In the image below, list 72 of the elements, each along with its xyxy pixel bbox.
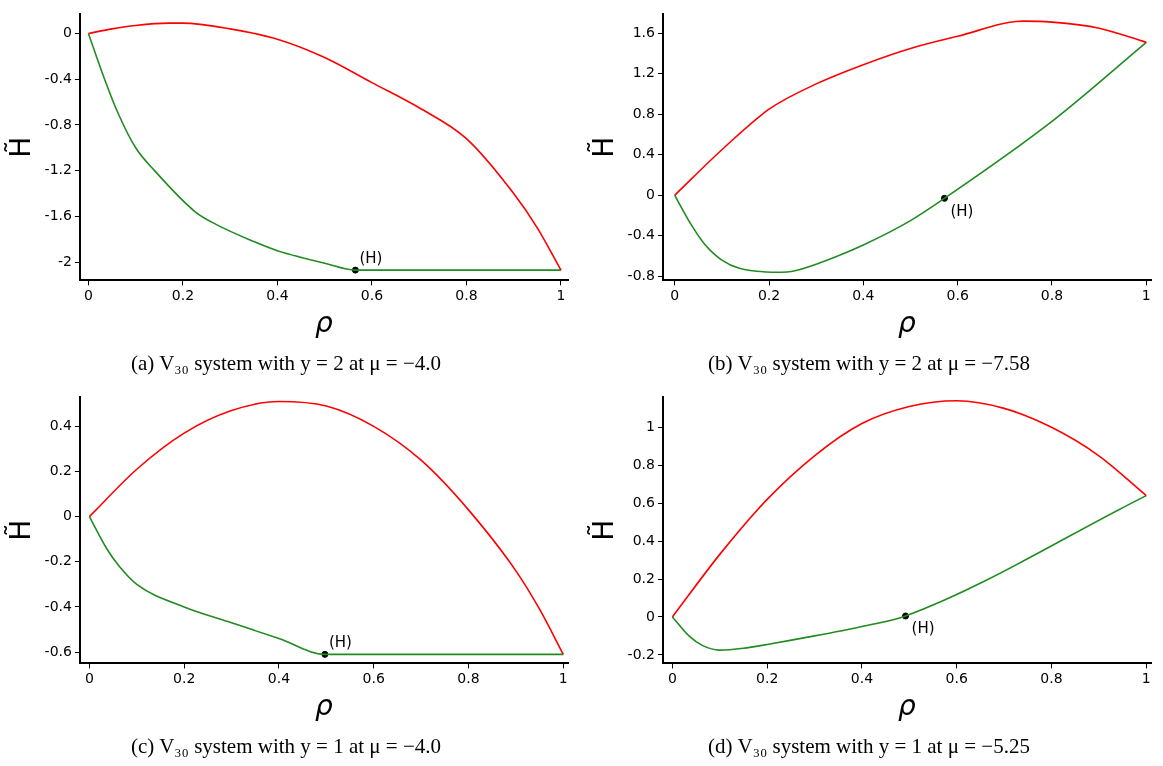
y-tick-label: 0.4: [49, 416, 73, 433]
x-tick-label: 0.6: [945, 670, 968, 687]
y-tick-label: -2: [57, 252, 72, 269]
y-tick-label: -0.4: [627, 226, 655, 243]
x-tick-label: 1: [558, 670, 568, 687]
y-tick-label: 0.2: [49, 462, 72, 479]
y-axis-title: H̃: [586, 136, 621, 158]
text: (c) V₃₀ system with y = 1 at μ = −4.0: [130, 733, 442, 758]
y-tick-label: -0.8: [44, 115, 72, 132]
y-tick-label: -0.2: [627, 645, 655, 662]
x-tick-label: 1: [1141, 287, 1151, 304]
x-tick-label: 0.6: [362, 670, 385, 687]
line-series: [88, 400, 565, 656]
x-tick-label: 0.4: [267, 670, 291, 687]
x-tick-label: 0: [667, 670, 677, 687]
x-tick-label: 0.8: [1040, 287, 1064, 304]
y-axis-title: H̃: [586, 519, 621, 541]
x-tick-label: 0.2: [171, 287, 195, 304]
y-tick-label: 0: [645, 607, 655, 624]
y-tick-label: -1.2: [44, 161, 72, 178]
x-tick-label: 0.4: [850, 670, 874, 687]
annotation: (H): [328, 632, 352, 651]
y-tick-label: 0.6: [632, 493, 656, 510]
x-tick-label: 1: [1141, 670, 1151, 687]
annotation: (H): [950, 201, 974, 220]
x-axis-title: ρ: [898, 689, 917, 723]
annotation: (H): [359, 248, 383, 267]
line-series: [673, 41, 1148, 274]
line-series: [671, 494, 1148, 651]
x-tick-label: 0.2: [173, 670, 196, 687]
y-tick-label: -0.6: [44, 642, 72, 659]
y-tick-label: 0: [62, 24, 72, 41]
y-tick-label: 1.2: [632, 64, 655, 81]
y-tick-label: 0.8: [632, 104, 655, 121]
annotation: (H): [911, 619, 935, 638]
y-tick-label: 0.4: [632, 531, 656, 548]
text: (a) V₃₀ system with y = 2 at μ = −4.0: [130, 350, 442, 375]
text: (d) V₃₀ system with y = 1 at μ = −5.25: [708, 733, 1030, 758]
y-tick-label: -0.2: [44, 552, 72, 569]
line-series: [673, 20, 1148, 197]
y-tick-label: -0.4: [44, 69, 72, 86]
x-tick-label: 0: [670, 287, 680, 304]
y-tick-label: -0.8: [627, 266, 655, 283]
x-axis-title: ρ: [898, 306, 917, 340]
x-tick-label: 0.4: [266, 287, 289, 304]
x-tick-label: 0.8: [455, 287, 478, 304]
x-tick-label: 0: [83, 287, 93, 304]
y-tick-label: 0.4: [632, 145, 656, 162]
x-tick-label: 0: [84, 670, 94, 687]
y-tick-label: -0.4: [44, 597, 72, 614]
y-tick-label: 1: [645, 417, 655, 434]
x-tick-label: 1: [556, 287, 566, 304]
x-tick-label: 0.8: [457, 670, 480, 687]
y-tick-label: 0.8: [632, 455, 655, 472]
y-tick-label: 0.2: [632, 569, 655, 586]
x-tick-label: 0.8: [1040, 670, 1063, 687]
x-axis-title: ρ: [315, 689, 334, 723]
x-axis-title: ρ: [315, 306, 334, 340]
x-tick-label: 0.6: [946, 287, 969, 304]
x-tick-label: 0.2: [757, 287, 781, 304]
y-tick-label: -1.6: [44, 207, 72, 224]
y-tick-label: 0: [645, 185, 655, 202]
line-series: [671, 399, 1148, 618]
x-tick-label: 0.4: [852, 287, 875, 304]
y-axis-title: H̃: [3, 519, 38, 541]
y-tick-label: 0: [62, 507, 72, 524]
line-series: [88, 515, 565, 656]
text: (b) V₃₀ system with y = 2 at μ = −7.58: [708, 350, 1030, 375]
y-axis-title: H̃: [3, 136, 38, 158]
x-tick-label: 0.2: [756, 670, 779, 687]
x-tick-label: 0.6: [360, 287, 384, 304]
y-tick-label: 1.6: [632, 23, 656, 40]
